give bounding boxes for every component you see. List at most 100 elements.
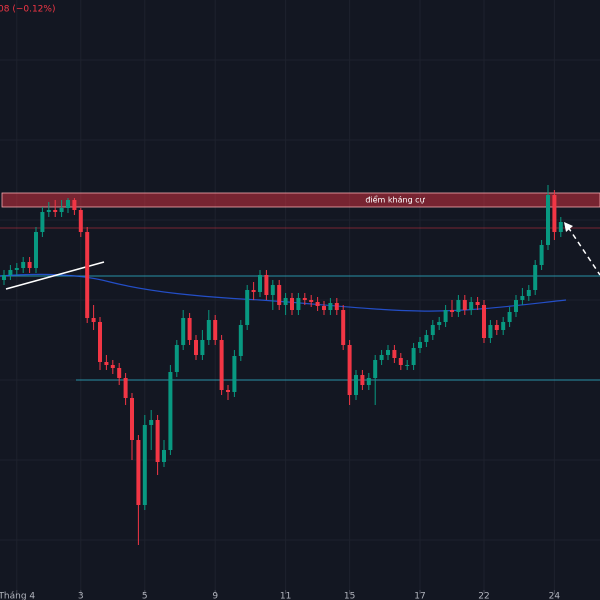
candle-body	[91, 318, 96, 322]
candle-body	[494, 325, 499, 330]
candle-body	[66, 200, 70, 208]
candle-body	[546, 195, 550, 245]
candle-body	[85, 232, 90, 318]
candle-body	[142, 425, 147, 505]
candle-body	[174, 345, 179, 372]
candle-body	[558, 222, 563, 232]
candle-body	[309, 300, 314, 302]
candle-body	[226, 390, 230, 392]
candle-body	[475, 302, 480, 305]
candle-body	[264, 275, 269, 295]
candle-body	[322, 306, 326, 310]
candle-body	[488, 325, 493, 338]
candle-body	[328, 303, 333, 310]
candle-body	[379, 355, 384, 360]
candle-body	[46, 210, 51, 212]
candle-body	[290, 298, 294, 310]
candle-body	[40, 212, 45, 232]
candle-body	[8, 270, 13, 275]
candle-body	[462, 300, 467, 310]
candle-body	[14, 268, 19, 270]
levels: điểm kháng cự	[0, 192, 600, 381]
candle-body	[245, 290, 250, 325]
candle-body	[520, 296, 525, 300]
candle-body	[98, 322, 102, 362]
candle-body	[430, 325, 435, 335]
candle-body	[443, 310, 448, 322]
candle-body	[392, 350, 397, 358]
candles	[2, 185, 563, 545]
x-tick-label: 9	[212, 592, 218, 600]
x-tick-label: 17	[414, 592, 425, 600]
candle-body	[526, 290, 531, 296]
candle-body	[334, 303, 339, 310]
candle-body	[21, 262, 26, 268]
candle-body	[59, 208, 64, 212]
candle-body	[277, 285, 282, 305]
candle-body	[354, 375, 358, 395]
candle-body	[315, 302, 320, 306]
candle-body	[539, 245, 544, 265]
candle-body	[411, 348, 416, 365]
candle-body	[162, 450, 166, 462]
candle-body	[149, 420, 154, 425]
candle-body	[130, 398, 134, 440]
candle-body	[418, 342, 422, 348]
candle-body	[27, 262, 32, 268]
candle-body	[533, 265, 538, 290]
candle-body	[181, 318, 186, 345]
x-axis: Tháng 4 3 5 9 11 15 17 22 24	[0, 590, 560, 600]
resistance-zone	[1, 192, 600, 208]
projection-line	[567, 226, 600, 276]
candle-body	[34, 232, 38, 268]
candle-body	[341, 310, 346, 345]
candle-body	[296, 298, 301, 310]
candle-body	[424, 335, 429, 342]
candle-body	[450, 310, 454, 312]
candle-body	[366, 378, 371, 385]
candle-body	[206, 320, 211, 340]
candle-body	[251, 290, 256, 292]
candle-body	[270, 285, 275, 295]
candle-body	[283, 298, 288, 305]
candle-body	[514, 300, 518, 312]
candle-body	[456, 300, 461, 312]
candle-body	[360, 375, 365, 385]
candle-body	[104, 362, 109, 365]
candle-body	[398, 358, 403, 365]
resistance-label: điểm kháng cự	[365, 195, 425, 206]
candle-body	[213, 320, 218, 340]
projection-arrow	[564, 222, 573, 232]
candle-body	[238, 325, 243, 356]
x-tick-label: 15	[344, 592, 355, 600]
header-text: 08 (−0.12%)	[0, 5, 55, 15]
x-tick-label: Tháng 4	[0, 592, 35, 600]
candle-body	[110, 365, 115, 368]
candle-body	[501, 322, 506, 330]
candle-body	[194, 340, 198, 355]
candle-body	[117, 368, 122, 378]
x-tick-label: 24	[549, 592, 561, 600]
candle-body	[405, 365, 410, 366]
x-tick-label: 3	[78, 592, 84, 600]
x-tick-label: 11	[280, 592, 291, 600]
candle-body	[552, 195, 557, 232]
candle-body	[155, 420, 160, 462]
candle-body	[507, 312, 512, 322]
candle-body	[168, 372, 173, 450]
candle-body	[53, 210, 58, 212]
candle-body	[437, 322, 442, 325]
candle-body	[232, 356, 237, 392]
candle-body	[2, 275, 6, 280]
candle-body	[258, 275, 262, 292]
x-tick-label: 22	[478, 592, 489, 600]
candle-body	[482, 305, 486, 338]
candle-body	[123, 378, 128, 398]
candle-body	[386, 350, 390, 355]
candle-body	[200, 340, 205, 355]
candle-body	[302, 298, 307, 300]
candle-body	[187, 318, 192, 340]
candle-body	[373, 360, 378, 378]
candle-body	[72, 200, 77, 210]
